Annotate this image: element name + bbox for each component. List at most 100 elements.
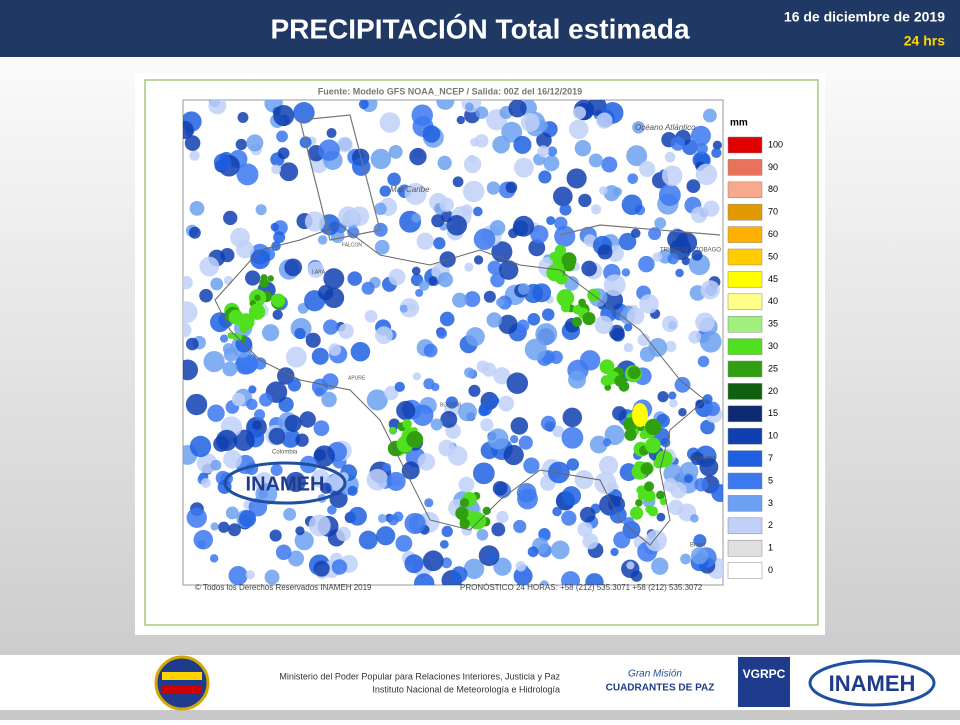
rain-cell (475, 106, 489, 119)
rain-cell (326, 128, 337, 139)
rain-cell (597, 244, 613, 260)
contact: PRONÓSTICO 24 HORAS: +58 (212) 535.3071 … (460, 583, 703, 592)
rain-cell (611, 328, 625, 342)
legend-label: 90 (768, 162, 778, 172)
map-label: Colombia (272, 450, 298, 456)
rain-cell (508, 228, 519, 239)
rain-cell (510, 435, 519, 444)
legend-label: 20 (768, 386, 778, 396)
rain-cell (468, 384, 481, 397)
rain-cell (645, 529, 667, 552)
rain-cell (508, 100, 527, 118)
rain-cell (262, 324, 280, 342)
maritime-line (299, 114, 381, 241)
rain-cell (459, 498, 470, 508)
rain-cell (293, 101, 315, 124)
rain-cell (493, 367, 511, 385)
rain-cell (366, 468, 389, 491)
rain-cell (275, 544, 292, 561)
vgrpc: VGRPC (743, 667, 786, 681)
rain-cell (285, 346, 307, 368)
rain-cell (210, 277, 224, 291)
rain-cell (382, 462, 392, 472)
rain-cell (406, 302, 416, 312)
rain-cell (627, 173, 639, 184)
rain-cell (402, 419, 412, 429)
rain-cell (652, 252, 663, 262)
rain-cell (252, 420, 262, 430)
legend-swatch (727, 315, 763, 333)
rain-cell (577, 521, 593, 537)
legend-swatch (727, 271, 763, 288)
map-source: Fuente: Modelo GFS NOAA_NCEP / Salida: 0… (318, 86, 582, 96)
rain-cell (250, 249, 270, 270)
mission-top: Gran Misión (628, 669, 682, 680)
rain-cell (498, 260, 519, 280)
rain-cell (411, 104, 433, 126)
rain-cell (239, 325, 248, 334)
period: 24 hrs (904, 33, 945, 49)
legend-label: 25 (768, 363, 778, 373)
map-label: Suriname (690, 456, 716, 462)
rain-cell (254, 409, 266, 421)
rain-cell (446, 215, 467, 236)
rain-cell (270, 222, 279, 232)
rain-cell (336, 526, 351, 542)
rain-cell (491, 241, 513, 263)
rain-cell (489, 395, 500, 406)
rain-cell (248, 303, 266, 320)
rain-cell (624, 428, 637, 441)
map-label: APURE (348, 375, 366, 381)
rain-cell (216, 429, 238, 451)
ministry-emblem (154, 655, 210, 711)
rain-cell (273, 231, 286, 244)
rain-cell (439, 311, 455, 327)
rain-cell (412, 404, 434, 426)
rain-cell (199, 288, 213, 303)
legend-swatch (727, 293, 763, 311)
rain-cell (668, 499, 684, 515)
rain-cell (690, 206, 708, 224)
rain-cell (582, 533, 599, 550)
rain-cell (185, 337, 199, 351)
rain-cell (702, 108, 717, 123)
rain-cell (627, 307, 645, 325)
rain-cell (463, 367, 475, 378)
rain-cell (657, 391, 669, 403)
rain-cell (574, 470, 594, 490)
rain-cell (699, 457, 719, 477)
rain-cell (528, 239, 546, 257)
rain-cell (609, 506, 627, 524)
rain-cell (554, 244, 567, 257)
rain-cell (621, 194, 643, 216)
rain-cell (559, 203, 572, 216)
rain-cell (675, 268, 684, 278)
rain-cell (491, 522, 506, 537)
rain-cell (695, 312, 715, 333)
rain-cell (539, 580, 549, 585)
rain-cell (527, 312, 541, 326)
rain-cell (233, 429, 255, 451)
rain-cell (478, 405, 490, 417)
rain-cell (307, 261, 325, 279)
rain-cell (374, 202, 387, 216)
rain-cell (189, 150, 200, 161)
rain-cell (624, 322, 633, 332)
rain-cell (483, 290, 496, 303)
rain-cell (189, 435, 212, 458)
rain-cell (272, 309, 283, 320)
rain-cell (465, 327, 485, 347)
rain-cell (294, 531, 314, 551)
rain-cell (227, 523, 241, 537)
rain-cell (223, 450, 242, 469)
legend-label: 70 (768, 207, 778, 217)
rain-cell (505, 181, 518, 194)
rain-cell (389, 426, 397, 434)
rain-cell (235, 138, 247, 151)
rain-cell (562, 407, 583, 428)
rain-cell (218, 521, 230, 533)
rain-cell (183, 301, 198, 323)
rain-cell (693, 534, 707, 548)
rain-cell (208, 100, 227, 115)
rain-cell (242, 358, 253, 369)
